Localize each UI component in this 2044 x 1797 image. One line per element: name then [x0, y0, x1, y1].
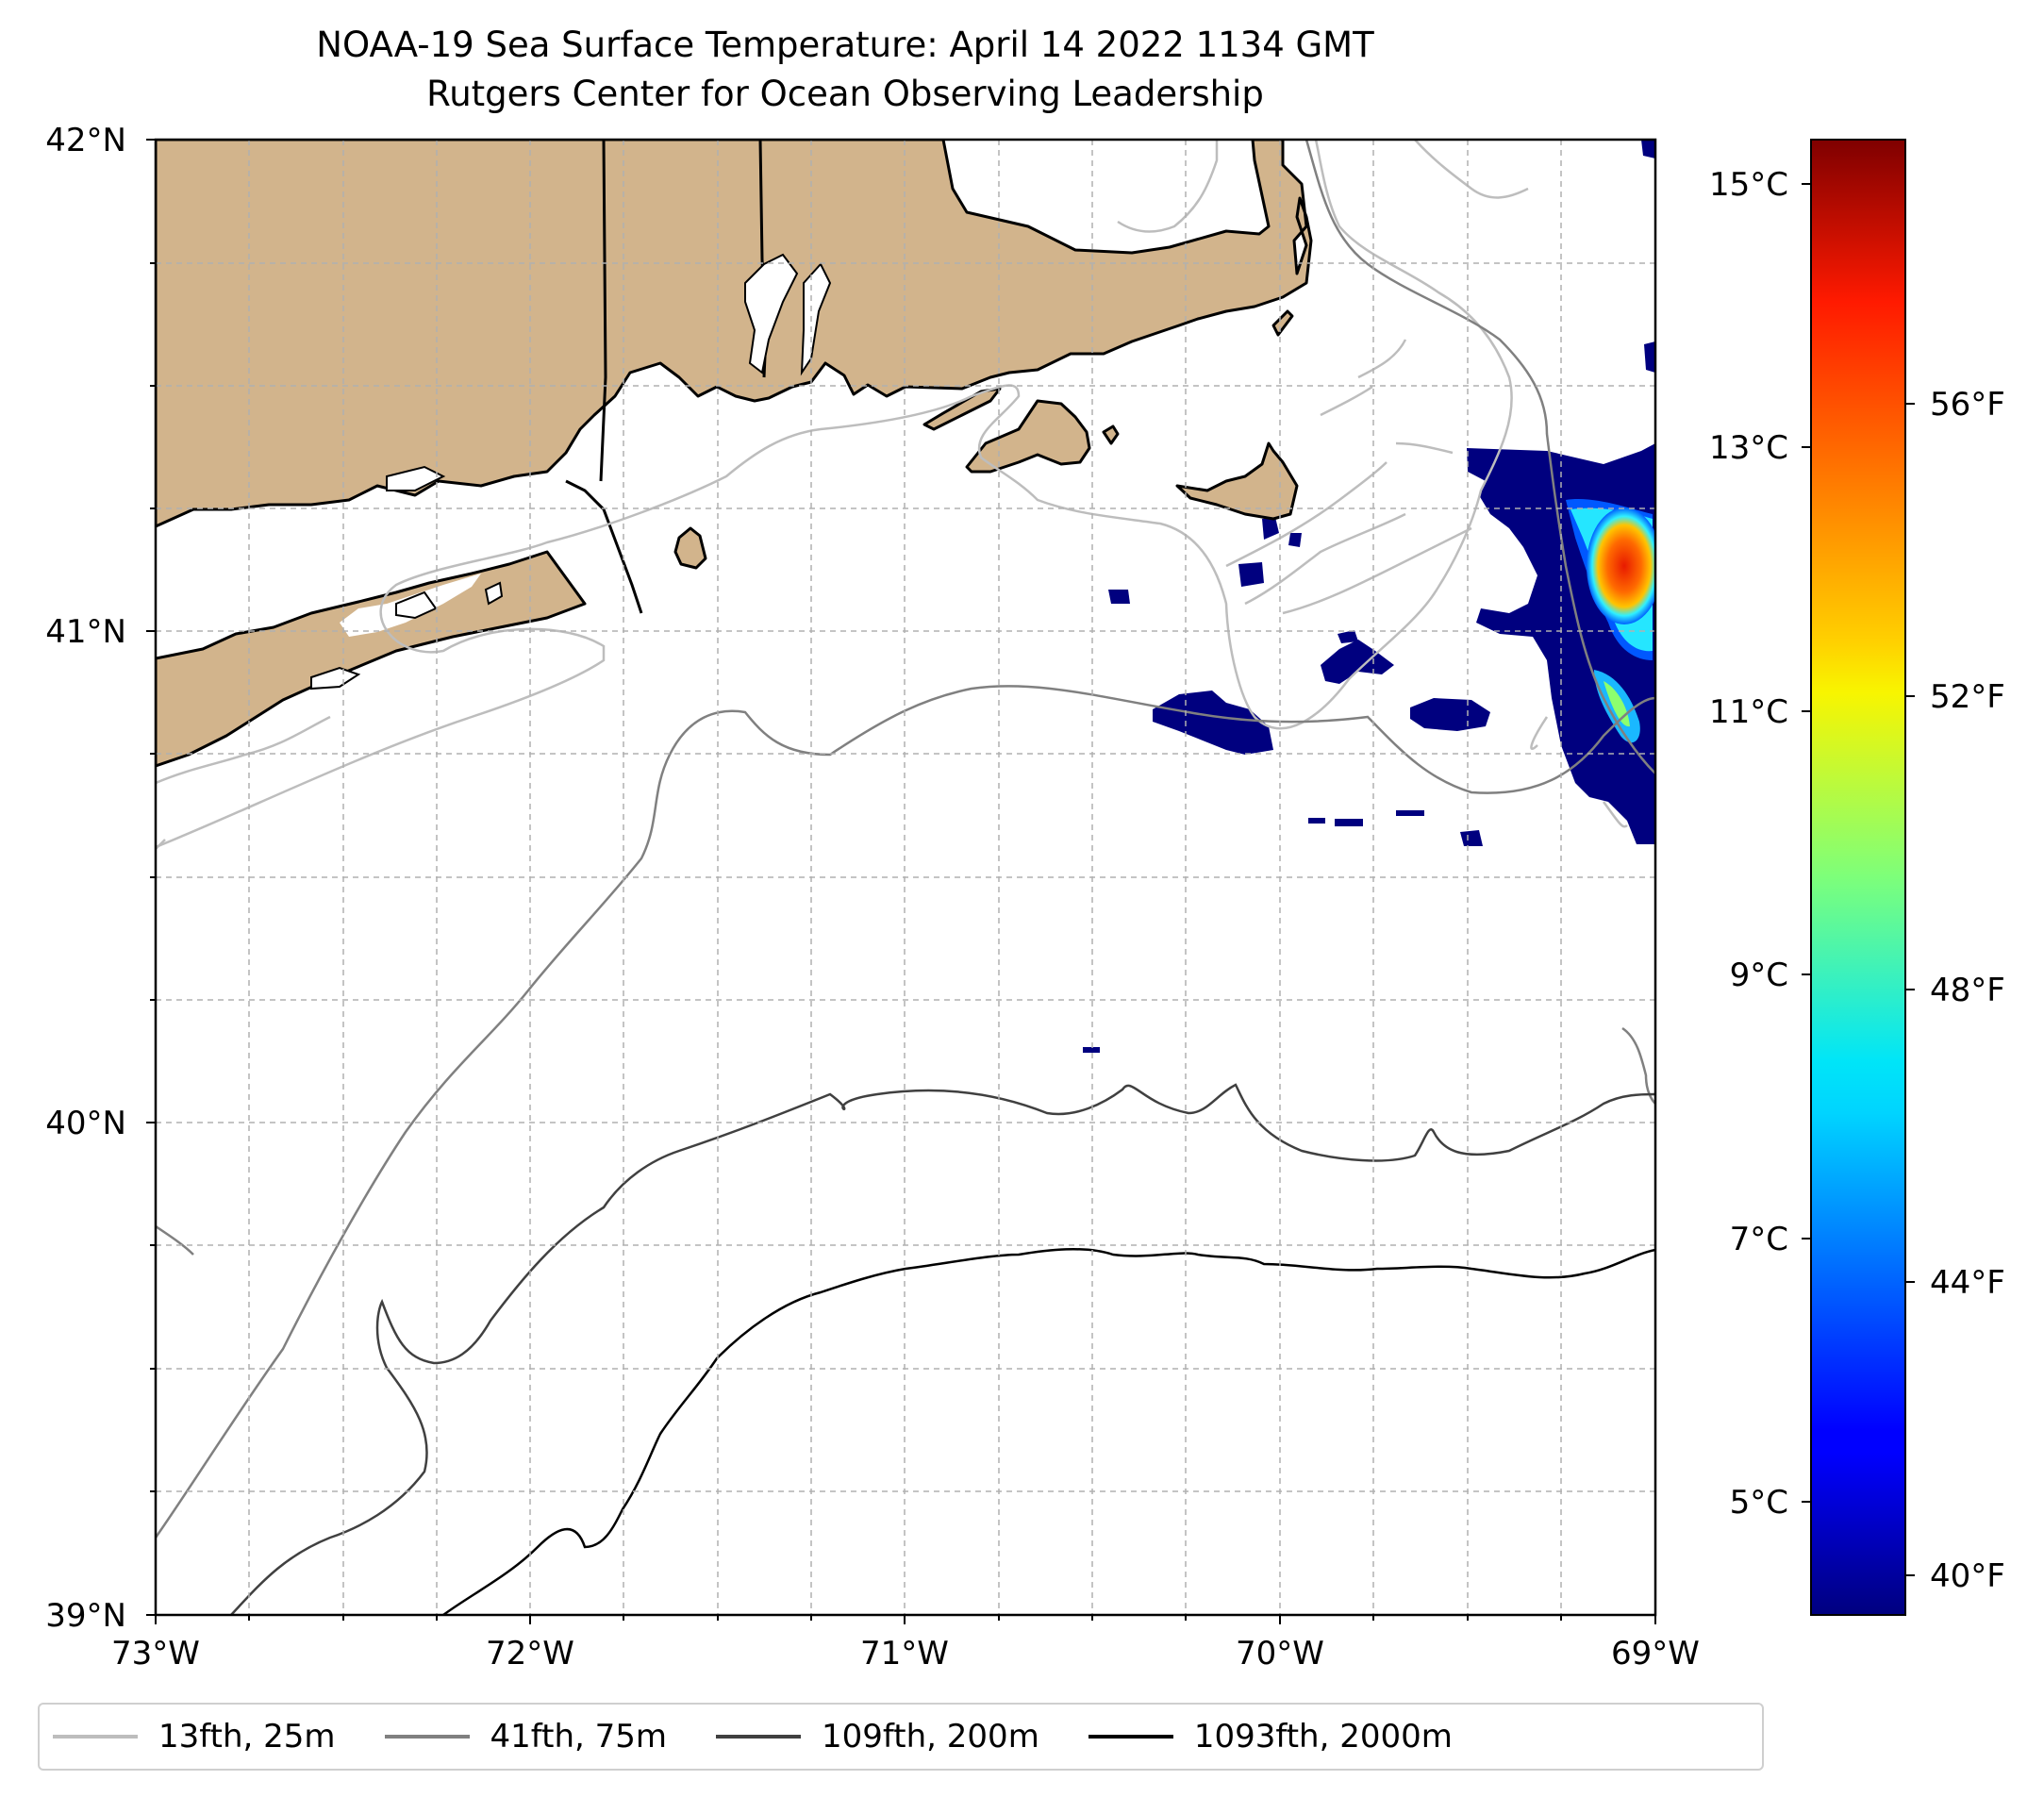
axis-ticks [146, 139, 1656, 1624]
isobaths [156, 140, 1655, 1615]
celsius-tick-label: 11°C [1709, 693, 1788, 731]
celsius-tick-label: 15°C [1709, 166, 1788, 204]
lon-tick-label: 71°W [860, 1635, 949, 1672]
legend-line-25m [53, 1735, 138, 1739]
legend-label: 1093fth, 2000m [1193, 1718, 1453, 1755]
celsius-tick-label: 7°C [1730, 1221, 1788, 1258]
legend-line-75m [384, 1735, 470, 1739]
graticule [156, 140, 1655, 1615]
map-area [156, 140, 1655, 1615]
isobath-200m [230, 1083, 1655, 1615]
map-subtitle: Rutgers Center for Ocean Observing Leade… [426, 74, 1264, 114]
isobath-2000m [442, 1248, 1655, 1615]
legend-item: 1093fth, 2000m [1088, 1718, 1453, 1755]
sst-patches [1083, 140, 1655, 1053]
lon-labels: 73°W 72°W 71°W 70°W 69°W [111, 1635, 1700, 1672]
fahrenheit-tick-label: 52°F [1930, 678, 2005, 716]
colorbar: 15°C 13°C 11°C 9°C 7°C 5°C 56°F 52°F 48°… [1709, 139, 2005, 1616]
celsius-labels: 15°C 13°C 11°C 9°C 7°C 5°C [1709, 166, 1788, 1522]
legend-line-200m [716, 1735, 802, 1739]
colorbar-gradient [1810, 139, 1906, 1616]
fahrenheit-tick-label: 48°F [1930, 972, 2005, 1009]
fahrenheit-tick-label: 56°F [1930, 386, 2005, 424]
map-title: NOAA-19 Sea Surface Temperature: April 1… [316, 25, 1374, 65]
isobath-legend: 13fth, 25m 41fth, 75m 109fth, 200m 1093f… [38, 1703, 1764, 1771]
isobath-75m [156, 685, 1655, 1539]
fahrenheit-tick-label: 40°F [1930, 1557, 2005, 1595]
legend-item: 13fth, 25m [53, 1718, 336, 1755]
lon-tick-label: 73°W [111, 1635, 200, 1672]
celsius-tick-label: 9°C [1730, 957, 1788, 994]
lat-labels: 42°N 41°N 40°N 39°N [45, 122, 126, 1635]
celsius-tick-label: 13°C [1709, 429, 1788, 467]
legend-item: 41fth, 75m [384, 1718, 668, 1755]
lat-tick-label: 41°N [45, 613, 126, 651]
legend-label: 109fth, 200m [822, 1718, 1039, 1755]
lon-tick-label: 72°W [486, 1635, 574, 1672]
fahrenheit-tick-label: 44°F [1930, 1264, 2005, 1302]
legend-item: 109fth, 200m [716, 1718, 1039, 1755]
lat-tick-label: 42°N [45, 122, 126, 159]
lon-tick-label: 70°W [1236, 1635, 1324, 1672]
lat-tick-label: 40°N [45, 1105, 126, 1142]
land [156, 140, 1313, 768]
celsius-tick-label: 5°C [1730, 1484, 1788, 1522]
bays [310, 253, 832, 691]
legend-label: 13fth, 25m [158, 1718, 336, 1755]
legend-line-2000m [1088, 1735, 1173, 1739]
fahrenheit-labels: 56°F 52°F 48°F 44°F 40°F [1930, 386, 2005, 1595]
isobath-25m [156, 140, 1513, 849]
lat-tick-label: 39°N [45, 1597, 126, 1635]
legend-label: 41fth, 75m [490, 1718, 668, 1755]
lon-tick-label: 69°W [1611, 1635, 1700, 1672]
